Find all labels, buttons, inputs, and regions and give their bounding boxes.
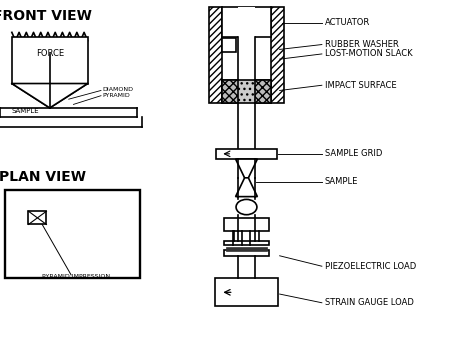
Bar	[28, 211, 46, 224]
Text: IMPACT SURFACE: IMPACT SURFACE	[325, 81, 396, 90]
Text: ACTUATOR: ACTUATOR	[325, 18, 370, 27]
Text: PIEZOELECTRIC LOAD: PIEZOELECTRIC LOAD	[325, 262, 416, 271]
Bar	[12, 37, 88, 84]
Text: SAMPLE GRID: SAMPLE GRID	[325, 149, 382, 158]
Circle shape	[236, 199, 257, 215]
Bar	[224, 241, 269, 245]
Bar	[224, 219, 269, 231]
Text: SAMPLE: SAMPLE	[12, 108, 39, 114]
Bar	[5, 190, 140, 278]
Bar	[238, 7, 255, 103]
Text: RUBBER WASHER: RUBBER WASHER	[325, 40, 399, 49]
Bar	[222, 7, 271, 37]
Bar	[216, 149, 277, 159]
Polygon shape	[236, 178, 257, 197]
Bar	[215, 278, 278, 306]
Bar	[209, 7, 222, 103]
Text: FORCE: FORCE	[36, 49, 64, 58]
Bar	[255, 80, 271, 103]
Text: FRONT VIEW: FRONT VIEW	[0, 9, 92, 23]
Text: SAMPLE: SAMPLE	[325, 177, 358, 186]
Bar	[222, 80, 238, 103]
Text: STRAIN GAUGE LOAD: STRAIN GAUGE LOAD	[325, 298, 413, 307]
Bar	[226, 247, 267, 251]
Text: PYRAMID IMPRESSION: PYRAMID IMPRESSION	[42, 274, 110, 279]
Bar	[224, 250, 269, 256]
Bar	[222, 80, 271, 103]
Text: PLAN VIEW: PLAN VIEW	[0, 171, 86, 184]
Bar	[222, 38, 236, 52]
Polygon shape	[236, 159, 257, 178]
Polygon shape	[12, 84, 88, 108]
Bar	[271, 7, 284, 103]
Text: LOST-MOTION SLACK: LOST-MOTION SLACK	[325, 49, 412, 58]
Text: DIAMOND
PYRAMID: DIAMOND PYRAMID	[102, 87, 133, 98]
